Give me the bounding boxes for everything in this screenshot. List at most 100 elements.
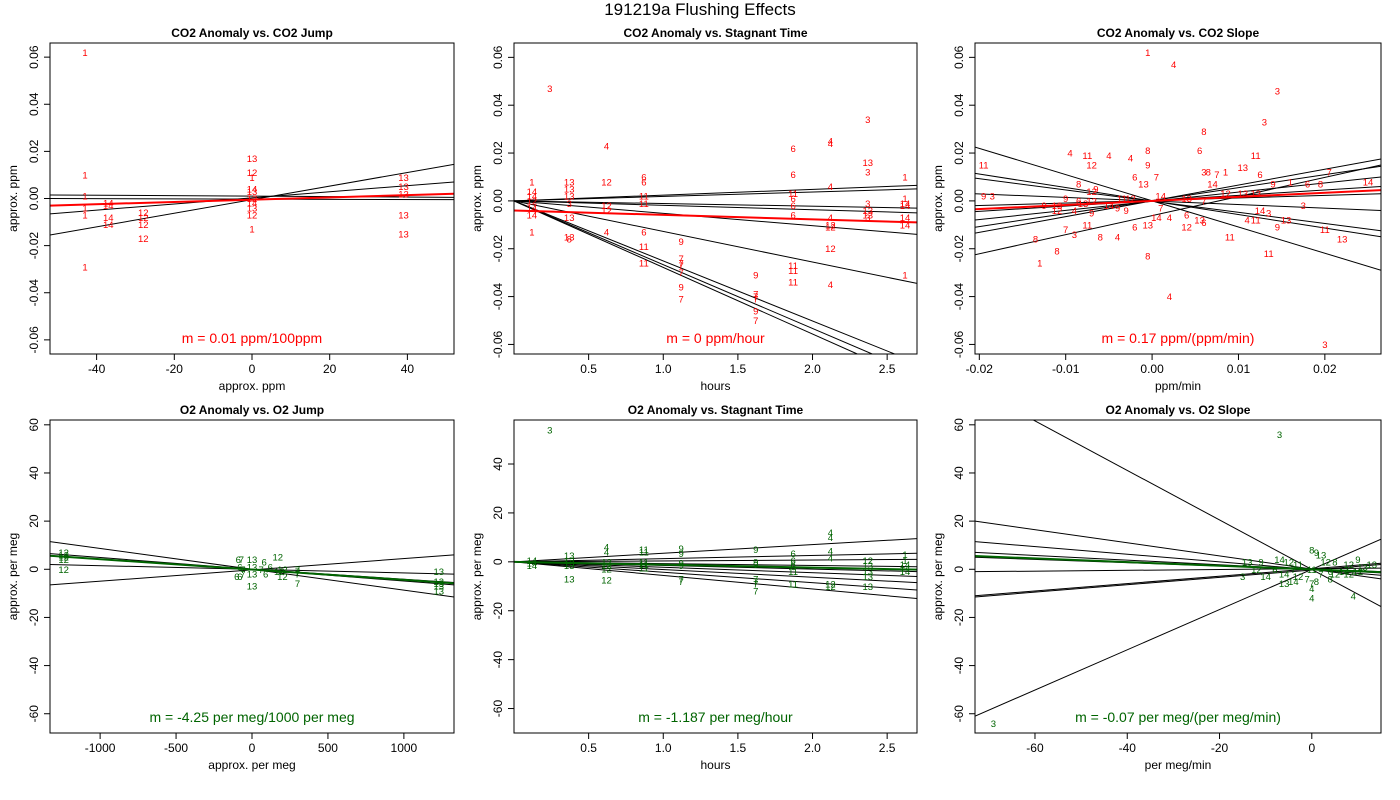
x-tick-label: 2.5 xyxy=(879,362,896,376)
mean-fit-line xyxy=(514,560,917,571)
y-tick-label: 20 xyxy=(27,514,41,528)
data-point-label: 13 xyxy=(434,582,445,593)
data-point-label: 7 xyxy=(1063,225,1068,236)
data-point-label: 13 xyxy=(1181,194,1192,205)
data-point-label: 13 xyxy=(398,229,409,240)
fit-line xyxy=(514,552,917,563)
data-point-label: 4 xyxy=(828,213,833,224)
data-point-label: 14 xyxy=(900,201,911,212)
data-point-label: 8 xyxy=(1206,168,1211,179)
data-point-label: 13 xyxy=(1237,163,1248,174)
fit-line xyxy=(514,538,917,563)
data-point-label: 12 xyxy=(1052,206,1063,217)
data-point-label: 6 xyxy=(790,562,795,573)
data-point-label: 13 xyxy=(564,213,575,224)
data-point-label: 13 xyxy=(398,210,409,221)
chart-title: CO2 Anomaly vs. CO2 Jump xyxy=(171,26,333,40)
data-point-label: 12 xyxy=(1251,565,1262,576)
data-point-label: 13 xyxy=(564,551,575,562)
data-point-label: 6 xyxy=(1257,170,1262,181)
data-point-label: 11 xyxy=(788,278,798,289)
data-point-label: 7 xyxy=(239,555,244,566)
chart-title: CO2 Anomaly vs. CO2 Slope xyxy=(1097,26,1260,40)
data-point-label: 12 xyxy=(825,223,836,234)
data-point-label: 6 xyxy=(1328,567,1333,578)
chart-title: O2 Anomaly vs. O2 Jump xyxy=(180,403,324,417)
data-point-label: 7 xyxy=(1309,579,1314,590)
data-point-label: 7 xyxy=(1327,168,1332,179)
y-tick-label: 0.06 xyxy=(491,45,505,69)
data-point-label: 14 xyxy=(900,199,911,210)
data-point-label: 12 xyxy=(1293,572,1304,583)
data-point-label: 9 xyxy=(753,560,758,571)
mean-fit-line xyxy=(975,189,1381,211)
data-point-label: 14 xyxy=(1207,180,1218,191)
data-point-label: 9 xyxy=(753,271,758,282)
fit-line xyxy=(975,177,1381,232)
data-point-label: 13 xyxy=(1142,220,1153,231)
data-point-label: 3 xyxy=(567,199,572,210)
data-point-label: 12 xyxy=(273,553,284,564)
data-point-label: 9 xyxy=(981,192,986,203)
data-point-label: 6 xyxy=(790,549,795,560)
data-point-label: 14 xyxy=(1151,213,1162,224)
data-point-label: 13 xyxy=(564,561,575,572)
data-point-label: 3 xyxy=(865,168,870,179)
data-point-label: 11 xyxy=(788,266,798,277)
fit-line xyxy=(50,181,454,215)
data-point-label: 4 xyxy=(604,548,609,559)
fit-lines xyxy=(975,146,1381,271)
data-point-label: 8 xyxy=(1033,235,1038,246)
data-point-label: 6 xyxy=(237,572,242,583)
y-axis-label: approx. per meg xyxy=(470,533,484,620)
data-point-label: 8 xyxy=(1309,546,1314,557)
x-axis-label: hours xyxy=(700,758,730,772)
data-point-label: 6 xyxy=(790,201,795,212)
data-point-label: 13 xyxy=(862,158,873,169)
x-tick-label: 40 xyxy=(401,362,415,376)
data-point-label: 12 xyxy=(601,177,612,188)
data-point-label: 8 xyxy=(567,235,572,246)
data-point-label: 14 xyxy=(1274,555,1285,566)
y-tick-label: 60 xyxy=(27,418,41,432)
y-axis-label: approx. ppm xyxy=(6,165,20,232)
data-point-label: 9 xyxy=(1314,548,1319,559)
data-point-label: 3 xyxy=(865,213,870,224)
data-point-label: 13 xyxy=(1316,550,1327,561)
y-tick-label: -0.04 xyxy=(491,283,505,311)
data-point-label: 3 xyxy=(1262,117,1267,128)
x-tick-label: 2.0 xyxy=(804,362,821,376)
y-tick-label: -40 xyxy=(27,657,41,675)
slope-annotation: m = 0.01 ppm/100ppm xyxy=(182,330,322,346)
y-tick-label: -0.02 xyxy=(952,235,966,263)
data-point-label: 6 xyxy=(1201,218,1206,229)
fit-line xyxy=(514,561,917,577)
data-point-label: 11 xyxy=(639,199,649,210)
data-point-label: 4 xyxy=(1128,153,1133,164)
data-point-label: 7 xyxy=(679,254,684,265)
x-tick-label: -0.02 xyxy=(966,362,994,376)
data-point-label: 7 xyxy=(1305,574,1310,585)
mean-fit-line xyxy=(50,192,454,207)
data-point-label: 11 xyxy=(639,192,649,203)
data-point-label: 13 xyxy=(398,173,409,184)
data-point-label: 6 xyxy=(1132,223,1137,234)
data-point-label: 13 xyxy=(564,559,575,570)
data-point-label: 14 xyxy=(1339,567,1350,578)
x-tick-label: 1.0 xyxy=(655,362,672,376)
data-point-label: 14 xyxy=(1260,572,1271,583)
y-tick-label: 60 xyxy=(952,418,966,432)
data-point-label: 12 xyxy=(1125,194,1136,205)
data-point-label: 4 xyxy=(604,141,609,152)
data-point-label: 14 xyxy=(1363,177,1374,188)
data-point-label: 9 xyxy=(1270,180,1275,191)
data-point-label: 12 xyxy=(1086,161,1097,172)
x-tick-label: 0.5 xyxy=(580,741,597,755)
fit-line xyxy=(514,558,917,563)
data-point-label: 14 xyxy=(900,567,911,578)
data-point-label: 13 xyxy=(862,206,873,217)
data-point-label: 4 xyxy=(1072,206,1077,217)
data-point-label: 13 xyxy=(1366,560,1377,571)
data-points: 1414143131313131344121212121111111111999… xyxy=(527,425,911,597)
data-point-label: 13 xyxy=(564,556,575,567)
